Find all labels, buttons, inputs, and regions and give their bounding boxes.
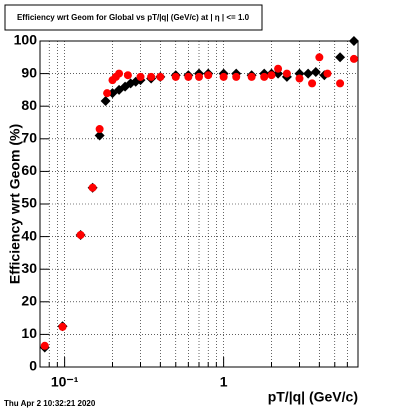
timestamp: Thu Apr 2 10:32:21 2020 [4, 399, 96, 408]
data-point [308, 79, 317, 88]
data-point [184, 72, 193, 81]
data-point [336, 79, 345, 88]
y-tick-label: 10 [21, 325, 37, 341]
data-point [123, 71, 132, 80]
data-point [349, 54, 358, 63]
data-point [274, 64, 283, 73]
y-tick-label: 20 [21, 293, 37, 309]
data-point [232, 72, 241, 81]
data-point [115, 69, 124, 78]
data-point [219, 72, 228, 81]
data-point [95, 125, 104, 134]
data-point [310, 66, 321, 77]
data-point [88, 183, 97, 192]
title-box [4, 4, 263, 31]
y-tick-label: 0 [29, 358, 37, 374]
y-tick-label: 60 [21, 162, 37, 178]
x-tick-label: 1 [220, 374, 228, 390]
data-point [94, 130, 105, 141]
data-point [156, 72, 165, 81]
y-axis-label: Efficiency wrt Geom (%) [7, 124, 23, 284]
data-point [323, 69, 332, 78]
data-point [58, 322, 67, 331]
y-tick-label: 30 [21, 260, 37, 276]
y-tick-label: 90 [21, 64, 37, 80]
data-point [295, 74, 304, 83]
chart-title: Efficiency wrt Geom for Global vs pT/|q|… [17, 13, 250, 22]
x-axis-label: pT/|q| (GeV/c) [268, 389, 358, 405]
y-tick-label: 70 [21, 130, 37, 146]
data-point [40, 341, 49, 350]
data-point [348, 36, 359, 46]
data-point [204, 71, 213, 80]
y-tick-label: 50 [21, 195, 37, 211]
y-tick-label: 100 [14, 32, 38, 48]
data-point [303, 68, 314, 79]
data-point [195, 72, 203, 81]
data-point [147, 72, 156, 81]
data-point [136, 72, 145, 81]
data-point [247, 72, 256, 81]
data-point [267, 71, 276, 80]
plot-frame [39, 40, 359, 368]
data-point [76, 230, 85, 239]
data-point [100, 95, 111, 106]
data-point [103, 89, 112, 98]
x-tick-label: 10⁻¹ [51, 374, 79, 390]
y-tick-label: 40 [21, 227, 37, 243]
y-tick-label: 80 [21, 97, 37, 113]
data-point [171, 72, 180, 81]
data-point [335, 52, 346, 63]
data-point [282, 69, 291, 78]
data-point [315, 53, 324, 62]
data-point [260, 72, 269, 81]
